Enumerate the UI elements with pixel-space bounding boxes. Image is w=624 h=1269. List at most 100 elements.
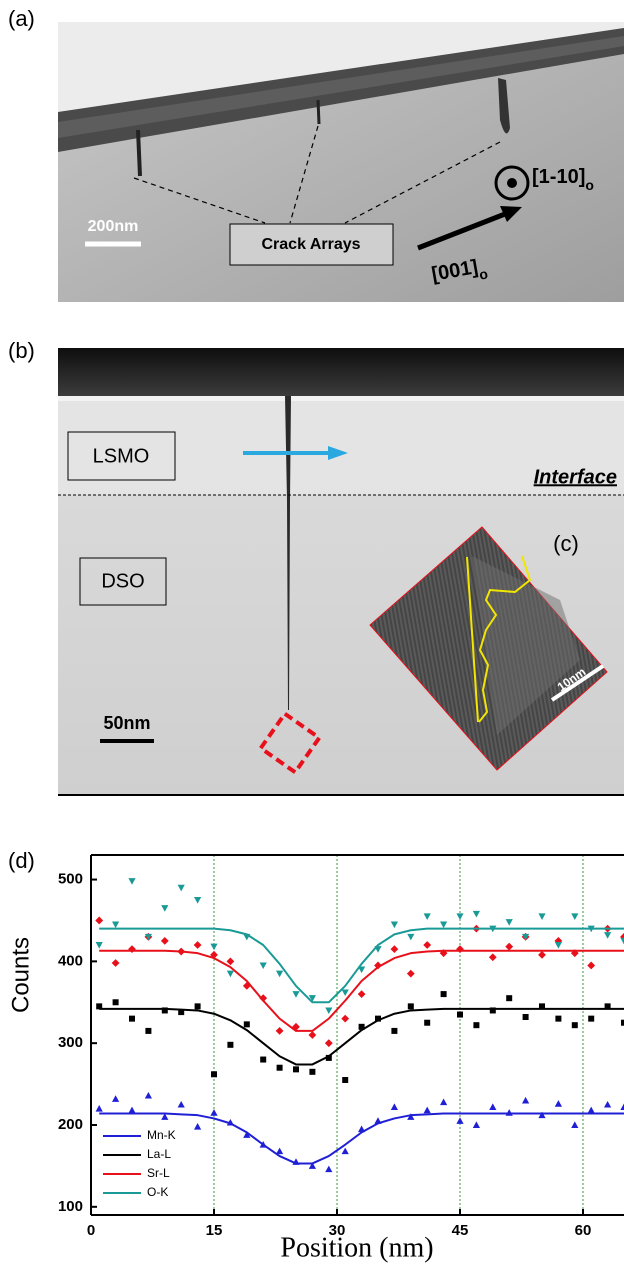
data-point bbox=[506, 919, 513, 926]
crack-label: Crack Arrays bbox=[261, 236, 360, 253]
data-point bbox=[604, 932, 611, 939]
data-point bbox=[604, 1101, 611, 1108]
figure: (a) Crack Arrays 200nm [1-10]o [001]o (b… bbox=[0, 0, 624, 1269]
data-point bbox=[227, 957, 235, 965]
data-point bbox=[112, 922, 119, 929]
data-point bbox=[112, 959, 120, 967]
layer-label: LSMO bbox=[93, 445, 150, 467]
data-point bbox=[538, 913, 545, 920]
scale-label: 50nm bbox=[103, 713, 150, 733]
data-point bbox=[522, 1097, 529, 1104]
data-point bbox=[145, 1028, 151, 1034]
layer-label: DSO bbox=[101, 570, 144, 592]
data-point bbox=[244, 1021, 250, 1027]
panel-label: (d) bbox=[8, 848, 35, 873]
out-of-plane-dot bbox=[507, 178, 517, 188]
data-point bbox=[423, 941, 431, 949]
data-point bbox=[112, 1095, 119, 1102]
data-point bbox=[391, 922, 398, 929]
data-point bbox=[145, 1092, 152, 1099]
crack bbox=[138, 130, 140, 176]
x-tick-label: 30 bbox=[329, 1222, 346, 1239]
data-point bbox=[391, 945, 399, 953]
fit-line bbox=[99, 1114, 624, 1164]
data-point bbox=[456, 945, 464, 953]
data-point bbox=[473, 911, 480, 918]
data-point bbox=[620, 1103, 624, 1110]
data-point bbox=[358, 990, 366, 998]
data-point bbox=[440, 922, 447, 929]
y-tick-label: 300 bbox=[58, 1034, 83, 1051]
legend-label: Sr-L bbox=[147, 1166, 170, 1180]
data-point bbox=[588, 1016, 594, 1022]
y-axis-title: Counts bbox=[7, 937, 34, 1013]
data-point bbox=[293, 1066, 299, 1072]
data-point bbox=[309, 1031, 317, 1039]
data-point bbox=[506, 1109, 513, 1116]
data-point bbox=[555, 942, 562, 949]
legend-label: Mn-K bbox=[147, 1128, 176, 1142]
x-tick-label: 60 bbox=[575, 1222, 592, 1239]
data-point bbox=[276, 971, 283, 978]
scale-label: 200nm bbox=[88, 218, 139, 235]
data-point bbox=[96, 942, 103, 949]
data-point bbox=[571, 913, 578, 920]
data-point bbox=[195, 1003, 201, 1009]
data-point bbox=[342, 1148, 349, 1155]
data-point bbox=[194, 897, 201, 904]
y-tick-label: 400 bbox=[58, 952, 83, 969]
data-point bbox=[456, 1117, 463, 1124]
data-point bbox=[555, 1016, 561, 1022]
direction-text: [1-10] bbox=[532, 166, 585, 188]
data-point bbox=[325, 1007, 332, 1014]
data-point bbox=[260, 962, 267, 969]
fit-line bbox=[99, 1009, 624, 1065]
data-point bbox=[325, 1166, 332, 1173]
data-point bbox=[523, 1014, 529, 1020]
data-point bbox=[211, 1071, 217, 1077]
crack bbox=[318, 100, 319, 124]
data-point bbox=[457, 1012, 463, 1018]
data-point bbox=[342, 1077, 348, 1083]
data-point bbox=[277, 1065, 283, 1071]
data-point bbox=[341, 1015, 349, 1023]
data-point bbox=[571, 1121, 578, 1128]
data-point bbox=[178, 885, 185, 892]
legend-label: O-K bbox=[147, 1185, 168, 1199]
data-point bbox=[128, 945, 136, 953]
data-point bbox=[161, 937, 169, 945]
data-point bbox=[260, 1057, 266, 1063]
y-tick-label: 100 bbox=[58, 1198, 83, 1215]
data-point bbox=[587, 962, 595, 970]
data-point bbox=[407, 970, 415, 978]
data-point bbox=[276, 1027, 284, 1035]
x-tick-label: 45 bbox=[452, 1222, 469, 1239]
panel-label: (a) bbox=[8, 6, 35, 31]
panel-label: (b) bbox=[8, 338, 35, 363]
data-point bbox=[227, 971, 234, 978]
data-point bbox=[113, 999, 119, 1005]
data-point bbox=[555, 1100, 562, 1107]
data-point bbox=[129, 1016, 135, 1022]
data-point bbox=[473, 1022, 479, 1028]
data-point bbox=[292, 991, 299, 998]
legend-label: La-L bbox=[147, 1147, 171, 1161]
data-point bbox=[407, 934, 414, 941]
data-point bbox=[489, 1103, 496, 1110]
capping-layer bbox=[58, 348, 624, 396]
data-point bbox=[505, 943, 513, 951]
x-tick-label: 15 bbox=[206, 1222, 223, 1239]
y-tick-label: 500 bbox=[58, 871, 83, 888]
data-point bbox=[424, 913, 431, 920]
direction-subscript: o bbox=[585, 177, 594, 193]
data-point bbox=[456, 913, 463, 920]
data-point bbox=[440, 1098, 447, 1105]
data-point bbox=[309, 1069, 315, 1075]
plot-area: 015304560100200300400500Mn-KLa-LSr-LO-K bbox=[58, 855, 624, 1239]
surface-strip bbox=[58, 396, 624, 401]
data-point bbox=[161, 905, 168, 912]
data-point bbox=[128, 878, 135, 885]
data-point bbox=[588, 1107, 595, 1114]
data-point bbox=[473, 1121, 480, 1128]
data-point bbox=[489, 953, 497, 961]
